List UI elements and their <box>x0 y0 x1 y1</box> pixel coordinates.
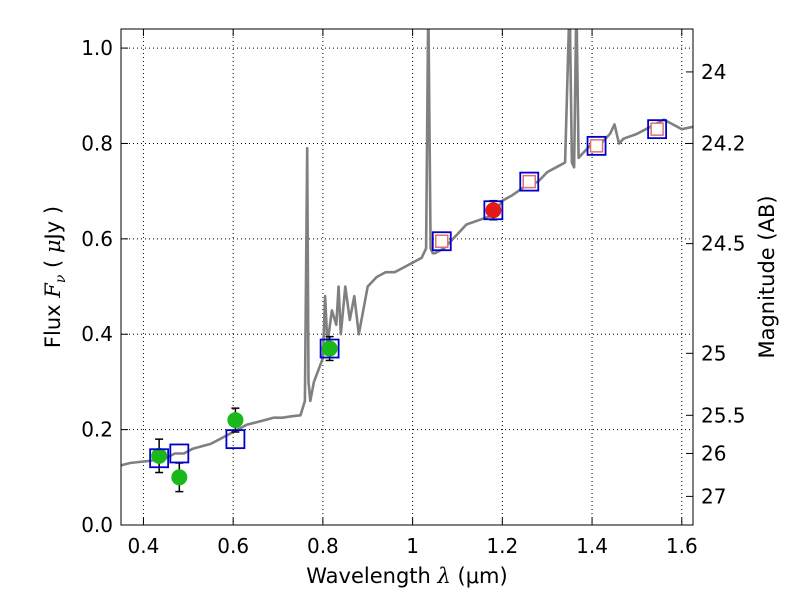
x-tick-label: 1.4 <box>576 534 608 558</box>
x-axis-label: Wavelength λ (μm) <box>306 564 507 588</box>
y-tick-label: 0.2 <box>81 418 113 442</box>
y2-tick-label: 24 <box>701 60 726 84</box>
y2-tick-labels: 24 24.2 24.5 25 25.5 26 27 <box>701 60 746 508</box>
ticks <box>121 29 693 526</box>
y-tick-labels: 0.0 0.2 0.4 0.6 0.8 1.0 <box>81 36 113 537</box>
y2-tick-label: 26 <box>701 441 726 465</box>
green-data-point <box>151 447 168 464</box>
upper-data-square <box>435 234 449 248</box>
plot-frame <box>120 28 694 526</box>
model-photometry-square <box>519 171 540 192</box>
y-axis-label: Flux Fν ( μJy ) <box>41 206 69 348</box>
model-photometry-square <box>483 200 504 221</box>
y-tick-label: 0.4 <box>81 322 113 346</box>
model-photometry-square <box>169 443 190 464</box>
green-data-point <box>171 469 188 486</box>
x-tick-label: 0.4 <box>128 534 160 558</box>
upper-data-square <box>522 174 537 189</box>
model-photometry-square <box>149 448 170 469</box>
model-photometry-square <box>647 119 668 140</box>
x-tick-label: 0.8 <box>307 534 339 558</box>
x-tick-labels: 0.4 0.6 0.8 1 1.2 1.4 1.6 <box>128 534 698 558</box>
upper-data-square <box>589 139 604 153</box>
y2-axis-label: Magnitude (AB) <box>755 195 779 358</box>
x-tick-label: 0.6 <box>217 534 249 558</box>
upper-data-square <box>650 122 664 136</box>
x-tick-label: 1.2 <box>486 534 518 558</box>
y2-tick-label: 25.5 <box>701 403 746 427</box>
y2-tick-label: 24.5 <box>701 232 746 256</box>
plot-marks <box>121 29 693 493</box>
green-data-point <box>227 412 244 429</box>
y-tick-label: 0.0 <box>81 513 113 537</box>
model-spectrum-line <box>121 29 693 467</box>
y2-tick-label: 27 <box>701 484 726 508</box>
y-tick-label: 1.0 <box>81 36 113 60</box>
red-data-point <box>485 202 502 219</box>
y2-tick-label: 24.2 <box>701 131 746 155</box>
plot-area <box>121 29 693 525</box>
y-tick-label: 0.6 <box>81 227 113 251</box>
model-photometry-square <box>586 135 607 156</box>
model-photometry-square <box>225 429 246 450</box>
green-data-point <box>321 340 338 357</box>
model-photometry-square <box>431 231 452 252</box>
model-photometry-square <box>319 338 340 359</box>
series-group <box>121 29 693 493</box>
x-tick-label: 1 <box>406 534 419 558</box>
y-tick-label: 0.8 <box>81 131 113 155</box>
y2-tick-label: 25 <box>701 341 726 365</box>
x-tick-label: 1.6 <box>666 534 698 558</box>
